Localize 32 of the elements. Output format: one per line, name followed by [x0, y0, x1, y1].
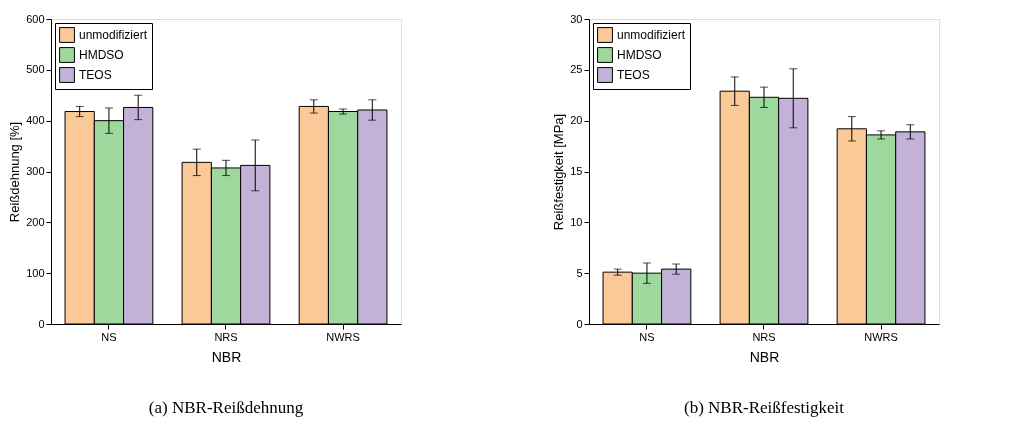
- y-tick-label: 25: [570, 63, 583, 76]
- x-tick-label: NRS: [752, 330, 776, 343]
- x-tick-label: NS: [101, 330, 117, 343]
- legend-label: TEOS: [617, 68, 650, 82]
- x-tick-label: NWRS: [326, 330, 360, 343]
- y-axis-title: Reißdehnung [%]: [7, 121, 23, 223]
- x-axis-title: NBR: [749, 348, 780, 365]
- y-tick-label: 0: [38, 317, 45, 330]
- y-tick-label: 600: [26, 12, 45, 25]
- y-tick-label: 30: [570, 12, 583, 25]
- text: (b) NBR-Reißfestigkeit: [683, 398, 845, 417]
- y-tick-label: 500: [26, 63, 45, 76]
- y-axis-title: Reißfestigkeit [MPa]: [551, 113, 567, 231]
- legend-label: unmodifiziert: [617, 28, 686, 42]
- text: (a) NBR-Reißdehnung: [148, 398, 304, 417]
- legend-label: HMDSO: [79, 48, 124, 62]
- y-tick-label: 15: [570, 165, 583, 177]
- y-tick-label: 200: [26, 215, 45, 228]
- y-tick-label: 10: [570, 215, 583, 228]
- y-tick-label: 20: [570, 114, 583, 127]
- y-tick-label: 100: [26, 266, 45, 279]
- legend-label: unmodifiziert: [79, 28, 148, 42]
- legend-label: HMDSO: [617, 48, 662, 62]
- y-tick-label: 300: [26, 165, 45, 177]
- x-tick-label: NS: [639, 330, 655, 343]
- x-axis-title: NBR: [211, 348, 242, 365]
- y-tick-label: 400: [26, 114, 45, 127]
- x-tick-label: NRS: [214, 330, 238, 343]
- x-tick-label: NWRS: [864, 330, 898, 343]
- y-tick-label: 5: [576, 266, 583, 279]
- y-tick-label: 0: [576, 317, 583, 330]
- legend-label: TEOS: [79, 68, 112, 82]
